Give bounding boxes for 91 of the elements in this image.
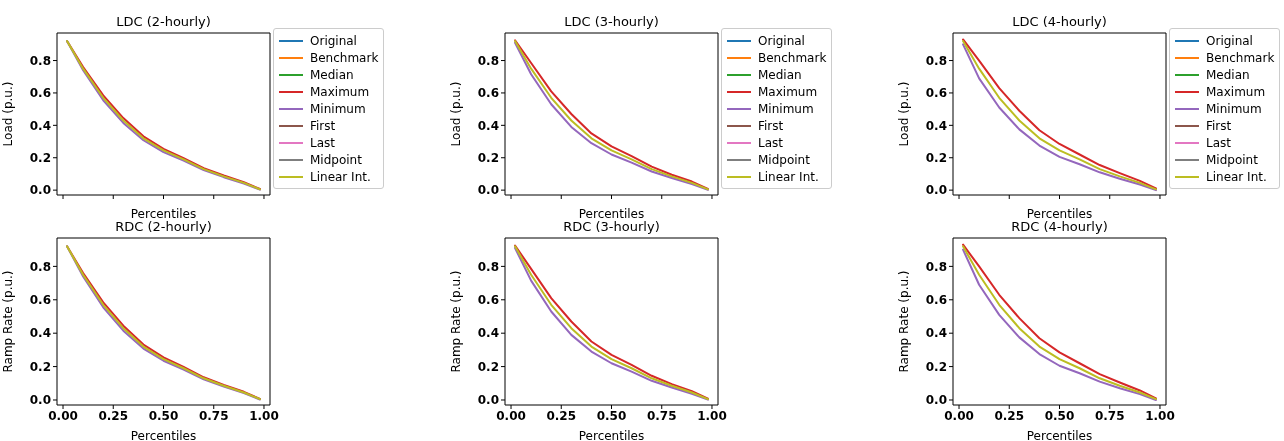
y-tick-label: 0.6 bbox=[925, 293, 947, 308]
legend-label: First bbox=[1206, 118, 1232, 133]
y-tick-label: 0.8 bbox=[29, 259, 51, 274]
legend-label: Median bbox=[1206, 67, 1250, 82]
x-tick-label: 1.00 bbox=[249, 408, 279, 423]
y-tick-label: 0.4 bbox=[29, 326, 51, 341]
y-axis-title: Ramp Rate (p.u.) bbox=[897, 270, 912, 373]
legend-label: Minimum bbox=[310, 101, 366, 116]
y-axis-title: Load (p.u.) bbox=[449, 81, 464, 147]
y-tick-label: 0.4 bbox=[29, 118, 51, 133]
legend-label: Original bbox=[758, 33, 805, 48]
y-tick-label: 0.0 bbox=[29, 393, 51, 408]
legend-label: Linear Int. bbox=[1206, 169, 1267, 184]
legend-label: Original bbox=[310, 33, 357, 48]
y-tick-label: 0.4 bbox=[477, 326, 499, 341]
y-tick-label: 0.0 bbox=[925, 393, 947, 408]
x-tick-label: 0.25 bbox=[994, 408, 1025, 423]
y-tick-label: 0.2 bbox=[477, 359, 499, 374]
chart-title: LDC (4-hourly) bbox=[1011, 14, 1108, 29]
y-tick-label: 0.8 bbox=[925, 259, 947, 274]
y-tick-label: 0.8 bbox=[29, 53, 51, 68]
x-axis-title: Percentiles bbox=[130, 429, 197, 441]
legend-label: Minimum bbox=[758, 101, 814, 116]
legend-label: Original bbox=[1206, 33, 1253, 48]
x-tick-label: 0.00 bbox=[496, 408, 526, 423]
legend-label: Maximum bbox=[1206, 84, 1266, 99]
legend-label: Midpoint bbox=[310, 152, 362, 167]
chart-title: LDC (3-hourly) bbox=[563, 14, 660, 29]
x-axis-title: Percentiles bbox=[578, 207, 645, 221]
x-tick-label: 0.75 bbox=[198, 408, 229, 423]
y-axis-title: Load (p.u.) bbox=[1, 81, 16, 147]
legend-label: Maximum bbox=[310, 84, 370, 99]
x-tick-label: 0.50 bbox=[148, 408, 179, 423]
y-tick-label: 0.6 bbox=[477, 86, 499, 101]
y-tick-label: 0.2 bbox=[29, 151, 51, 165]
chart-title: RDC (2-hourly) bbox=[114, 219, 213, 234]
legend-label: Last bbox=[758, 135, 783, 150]
y-tick-label: 0.0 bbox=[477, 183, 499, 198]
y-tick-label: 0.2 bbox=[29, 359, 51, 374]
legend-label: Benchmark bbox=[310, 50, 379, 65]
legend-label: Maximum bbox=[758, 84, 818, 99]
y-tick-label: 0.8 bbox=[925, 53, 947, 68]
y-tick-label: 0.2 bbox=[477, 151, 499, 165]
x-tick-label: 0.00 bbox=[48, 408, 78, 423]
y-tick-label: 0.4 bbox=[925, 118, 947, 133]
y-axis-title: Ramp Rate (p.u.) bbox=[449, 270, 464, 373]
x-tick-label: 0.25 bbox=[98, 408, 129, 423]
x-tick-label: 0.00 bbox=[944, 408, 974, 423]
legend-label: First bbox=[758, 118, 784, 133]
y-tick-label: 0.0 bbox=[477, 393, 499, 408]
y-tick-label: 0.4 bbox=[477, 118, 499, 133]
y-tick-label: 0.2 bbox=[925, 151, 947, 165]
y-axis-title: Load (p.u.) bbox=[897, 81, 912, 147]
x-axis-title: Percentiles bbox=[1026, 429, 1093, 441]
legend-label: First bbox=[310, 118, 336, 133]
x-tick-label: 0.50 bbox=[596, 408, 627, 423]
x-axis-title: Percentiles bbox=[1026, 207, 1093, 221]
legend-label: Benchmark bbox=[758, 50, 827, 65]
legend-label: Linear Int. bbox=[310, 169, 371, 184]
y-tick-label: 0.0 bbox=[29, 183, 51, 198]
chart-title: RDC (3-hourly) bbox=[562, 219, 661, 234]
x-tick-label: 0.25 bbox=[546, 408, 577, 423]
y-tick-label: 0.6 bbox=[925, 86, 947, 101]
y-tick-label: 0.2 bbox=[925, 359, 947, 374]
legend-label: Minimum bbox=[1206, 101, 1262, 116]
x-axis-title: Percentiles bbox=[130, 207, 197, 221]
y-tick-label: 0.6 bbox=[29, 86, 51, 101]
x-tick-label: 0.50 bbox=[1044, 408, 1075, 423]
y-tick-label: 0.8 bbox=[477, 53, 499, 68]
y-axis-title: Ramp Rate (p.u.) bbox=[1, 270, 16, 373]
x-axis-title: Percentiles bbox=[578, 429, 645, 441]
legend-label: Median bbox=[310, 67, 354, 82]
y-tick-label: 0.6 bbox=[477, 293, 499, 308]
legend-label: Midpoint bbox=[758, 152, 810, 167]
legend-label: Last bbox=[310, 135, 335, 150]
legend-label: Linear Int. bbox=[758, 169, 819, 184]
x-tick-label: 0.75 bbox=[646, 408, 677, 423]
x-tick-label: 1.00 bbox=[697, 408, 727, 423]
y-tick-label: 0.4 bbox=[925, 326, 947, 341]
legend-label: Benchmark bbox=[1206, 50, 1275, 65]
x-tick-label: 1.00 bbox=[1145, 408, 1175, 423]
legend-label: Midpoint bbox=[1206, 152, 1258, 167]
y-tick-label: 0.8 bbox=[477, 259, 499, 274]
y-tick-label: 0.6 bbox=[29, 293, 51, 308]
chart-title: LDC (2-hourly) bbox=[115, 14, 212, 29]
y-tick-label: 0.0 bbox=[925, 183, 947, 198]
legend-label: Last bbox=[1206, 135, 1231, 150]
x-tick-label: 0.75 bbox=[1094, 408, 1125, 423]
chart-title: RDC (4-hourly) bbox=[1010, 219, 1109, 234]
line-series bbox=[66, 40, 261, 191]
legend-label: Median bbox=[758, 67, 802, 82]
